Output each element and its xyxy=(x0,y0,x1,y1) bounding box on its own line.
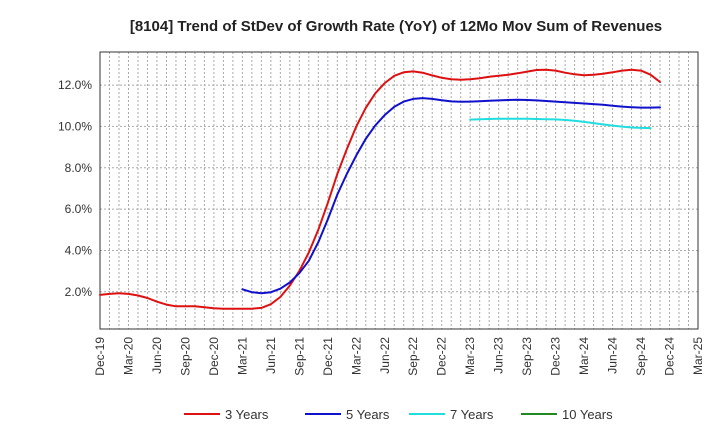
x-tick-label: Mar-20 xyxy=(121,337,135,375)
x-tick-label: Sep-23 xyxy=(520,337,534,376)
x-tick-label: Sep-20 xyxy=(178,337,192,376)
y-tick-label: 2.0% xyxy=(65,285,93,299)
legend-label: 10 Years xyxy=(562,407,613,422)
x-tick-label: Sep-22 xyxy=(406,337,420,376)
x-tick-label: Dec-20 xyxy=(207,337,221,376)
series-layer xyxy=(99,68,661,310)
legend-label: 5 Years xyxy=(346,407,390,422)
y-tick-label: 4.0% xyxy=(65,243,93,257)
legend-item: 3 Years xyxy=(184,407,269,422)
x-tick-label: Dec-24 xyxy=(663,337,677,376)
x-tick-label: Jun-22 xyxy=(378,337,392,374)
legend-label: 3 Years xyxy=(225,407,269,422)
x-tick-label: Dec-23 xyxy=(549,337,563,376)
x-tick-label: Dec-22 xyxy=(435,337,449,376)
x-tick-label: Dec-19 xyxy=(93,337,107,376)
x-tick-label: Jun-21 xyxy=(264,337,278,374)
series-line-5-years xyxy=(241,97,661,295)
x-axis: Dec-19 Mar-20 Jun-20 Sep-20 Dec-20 Mar-21 Jun-… xyxy=(93,337,705,376)
legend: 3 Years 5 Years 7 Years 10 Years xyxy=(184,407,613,422)
series-line-7-years xyxy=(469,117,652,130)
x-tick-label: Dec-21 xyxy=(321,337,335,376)
plot-area xyxy=(99,51,699,330)
y-axis: 2.0% 4.0% 6.0% 8.0% 10.0% 12.0% xyxy=(58,78,92,299)
chart-title: [8104] Trend of StDev of Growth Rate (Yo… xyxy=(130,18,662,35)
x-tick-label: Mar-23 xyxy=(463,337,477,375)
y-tick-label: 6.0% xyxy=(65,202,93,216)
y-tick-label: 12.0% xyxy=(58,78,92,92)
legend-item: 5 Years xyxy=(305,407,390,422)
x-tick-label: Mar-22 xyxy=(349,337,363,375)
x-tick-label: Mar-24 xyxy=(577,337,591,375)
series-line-3-years xyxy=(99,68,661,310)
x-tick-label: Mar-21 xyxy=(235,337,249,375)
x-tick-label: Sep-21 xyxy=(292,337,306,376)
x-tick-label: Jun-24 xyxy=(606,337,620,374)
legend-item: 7 Years xyxy=(409,407,494,422)
x-tick-label: Sep-24 xyxy=(634,337,648,376)
x-tick-label: Jun-20 xyxy=(150,337,164,374)
legend-label: 7 Years xyxy=(450,407,494,422)
x-tick-label: Mar-25 xyxy=(691,337,705,375)
y-tick-label: 10.0% xyxy=(58,119,92,133)
y-tick-label: 8.0% xyxy=(65,161,93,175)
x-tick-label: Jun-23 xyxy=(492,337,506,374)
legend-item: 10 Years xyxy=(521,407,613,422)
